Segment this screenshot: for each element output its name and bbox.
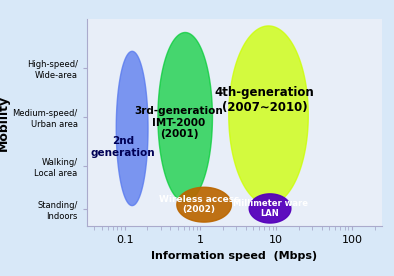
Polygon shape [177, 187, 231, 222]
Polygon shape [116, 51, 148, 206]
Polygon shape [229, 26, 309, 205]
X-axis label: Information speed  (Mbps): Information speed (Mbps) [151, 251, 318, 261]
Text: 2nd
generation: 2nd generation [91, 137, 155, 158]
Polygon shape [158, 33, 212, 202]
Text: Millimeter ware
LAN: Millimeter ware LAN [232, 199, 308, 218]
Y-axis label: Mobility: Mobility [0, 95, 9, 151]
Text: Wireless access
(2002): Wireless access (2002) [158, 195, 239, 214]
Text: 4th-generation
(2007∼2010): 4th-generation (2007∼2010) [215, 86, 315, 114]
Polygon shape [249, 194, 291, 223]
Text: 3rd-generation
IMT-2000
(2001): 3rd-generation IMT-2000 (2001) [135, 106, 223, 139]
